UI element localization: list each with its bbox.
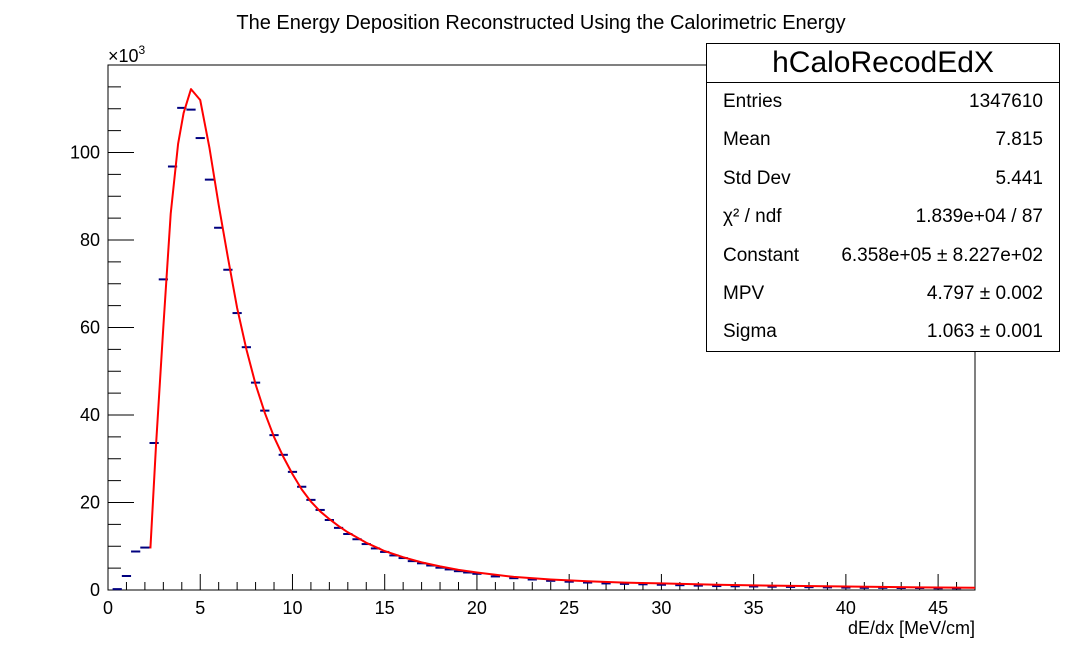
stats-value: 6.358e+05 ± 8.227e+02: [841, 245, 1043, 266]
stats-value: 7.815: [995, 129, 1043, 150]
stats-label: Entries: [723, 91, 783, 112]
x-tick-label: 5: [195, 598, 205, 618]
y-tick-label: 0: [90, 580, 100, 600]
stats-label: MPV: [723, 283, 765, 304]
chart-title: The Energy Deposition Reconstructed Usin…: [236, 12, 845, 34]
y-multiplier-label: ×103: [108, 43, 146, 66]
landau-fit-curve: [149, 88, 976, 589]
stats-value: 1.839e+04 / 87: [915, 206, 1043, 227]
stats-row-sigma: Sigma 1.063 ± 0.001: [723, 320, 1043, 344]
stats-value: 4.797 ± 0.002: [926, 283, 1043, 304]
y-tick-label: 20: [80, 493, 100, 513]
stats-row-std-dev: Std Dev 5.441: [723, 167, 1043, 191]
x-tick-label: 45: [928, 598, 948, 618]
stats-value: 1.063 ± 0.001: [926, 321, 1043, 342]
axis-ticks: 0 5 10 15 20 25 30 35 40 45 0 20 40 60 80 100: [70, 86, 976, 618]
x-tick-label: 0: [103, 598, 113, 618]
stats-box: hCaloRecodEdX Entries 1347610 Mean 7.815…: [706, 43, 1060, 352]
x-tick-label: 30: [651, 598, 671, 618]
y-tick-label: 40: [80, 405, 100, 425]
stats-box-title: hCaloRecodEdX: [707, 44, 1059, 83]
stats-label: Constant: [723, 245, 800, 266]
y-tick-label: 100: [70, 143, 100, 163]
stats-label: Sigma: [723, 321, 777, 342]
x-tick-label: 35: [744, 598, 764, 618]
stats-row-mean: Mean 7.815: [723, 128, 1043, 152]
histogram-series: [112, 106, 962, 591]
stats-label: χ² / ndf: [723, 206, 782, 227]
stats-row-mpv: MPV 4.797 ± 0.002: [723, 282, 1043, 306]
fit-curve-group: [149, 88, 976, 589]
x-tick-label: 25: [559, 598, 579, 618]
x-tick-label: 10: [282, 598, 302, 618]
stats-row-constant: Constant 6.358e+05 ± 8.227e+02: [723, 244, 1043, 268]
y-tick-label: 60: [80, 318, 100, 338]
stats-row-chi2: χ² / ndf 1.839e+04 / 87: [723, 205, 1043, 229]
x-axis-label: dE/dx [MeV/cm]: [848, 618, 975, 638]
stats-value: 5.441: [995, 168, 1043, 189]
x-tick-label: 20: [467, 598, 487, 618]
stats-label: Std Dev: [723, 168, 791, 189]
x-tick-label: 40: [836, 598, 856, 618]
stats-row-entries: Entries 1347610: [723, 90, 1043, 114]
stats-value: 1347610: [969, 91, 1043, 112]
y-tick-label: 80: [80, 230, 100, 250]
stats-label: Mean: [723, 129, 771, 150]
x-tick-label: 15: [375, 598, 395, 618]
